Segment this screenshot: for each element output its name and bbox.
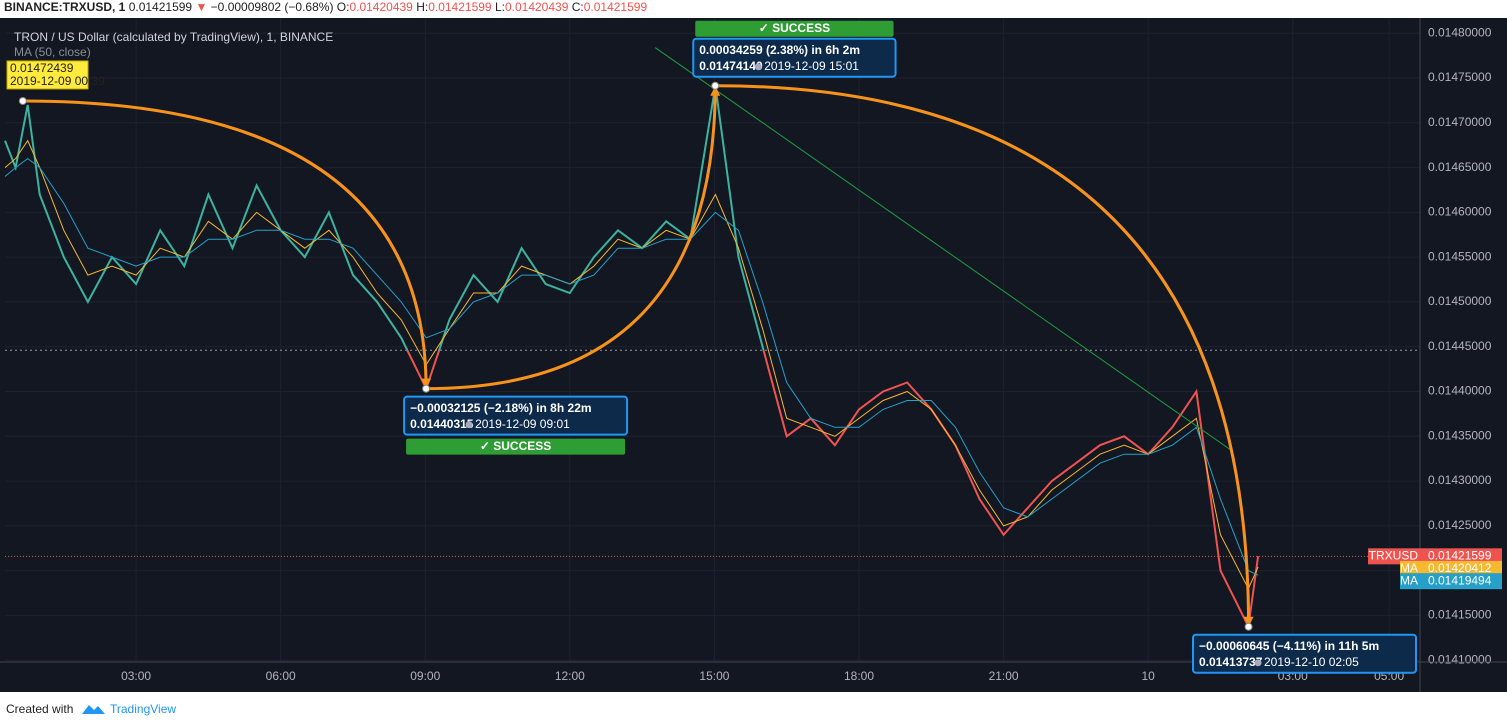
clock-icon xyxy=(754,63,762,71)
anchor-point xyxy=(711,81,720,90)
arrow-head xyxy=(421,378,432,389)
x-tick-label: 15:00 xyxy=(699,669,729,683)
price-tag xyxy=(1368,548,1502,565)
price-label-box xyxy=(6,60,89,90)
price-tag-value: 0.01421599 xyxy=(1428,548,1492,562)
status-box xyxy=(406,438,626,455)
y-tick-label: 0.01455000 xyxy=(1428,249,1492,263)
callout-change: 0.00034259 (2.38%) in 6h 2m xyxy=(699,43,860,57)
y-tick-label: 0.01445000 xyxy=(1428,339,1492,353)
projection-arc xyxy=(22,99,428,389)
y-tick-label: 0.01440000 xyxy=(1428,384,1492,398)
x-tick-label: 12:00 xyxy=(555,669,585,683)
price-label: 0.01472439 xyxy=(10,61,74,75)
arrow-head xyxy=(1243,616,1254,627)
y-tick-label: 0.01475000 xyxy=(1428,70,1492,84)
projection-arc xyxy=(426,85,717,391)
callout-price: 0.01413737 xyxy=(1199,655,1263,669)
callout-box xyxy=(403,395,629,436)
price-tag-name: MA xyxy=(1400,561,1418,575)
y-tick-label: 0.01470000 xyxy=(1428,115,1492,129)
trend-line xyxy=(654,47,1234,452)
callout-date: 2019-12-09 15:01 xyxy=(764,59,859,73)
price-line xyxy=(4,85,1260,631)
callout-date: 2019-12-10 02:05 xyxy=(1264,655,1359,669)
status-box xyxy=(695,20,894,37)
callout-date: 2019-12-09 09:01 xyxy=(475,417,570,431)
x-tick-label: 10 xyxy=(1142,669,1156,683)
ohlc-value: 0.01420439 xyxy=(349,0,413,14)
anchor-point xyxy=(422,384,431,393)
clock-icon xyxy=(465,421,473,429)
x-tick-label: 09:00 xyxy=(410,669,440,683)
callout-box xyxy=(1192,633,1417,674)
last-price: 0.01421599 xyxy=(129,0,193,14)
callout-change: −0.00032125 (−2.18%) in 8h 22m xyxy=(410,401,591,415)
callout-box xyxy=(692,37,897,78)
chart-title: TRON / US Dollar (calculated by TradingV… xyxy=(14,30,333,44)
callout-change: −0.00060645 (−4.11%) in 11h 5m xyxy=(1199,639,1379,653)
x-tick-label: 21:00 xyxy=(989,669,1019,683)
date-label: 2019-12-09 00:39 xyxy=(10,74,105,88)
indicator-label: MA (50, close) xyxy=(14,45,91,59)
x-tick-label: 03:00 xyxy=(121,669,151,683)
clock-icon xyxy=(1254,659,1262,667)
anchor-point xyxy=(1244,622,1253,631)
y-tick-label: 0.01425000 xyxy=(1428,518,1492,532)
callout-price: 0.01440315 xyxy=(410,417,474,431)
y-tick-label: 0.01410000 xyxy=(1428,652,1492,666)
price-tag-value: 0.01420412 xyxy=(1428,561,1492,575)
callout-price: 0.01474140 xyxy=(699,59,763,73)
y-tick-label: 0.01465000 xyxy=(1428,160,1492,174)
symbol: BINANCE:TRXUSD, 1 xyxy=(4,0,126,14)
arrow-head xyxy=(710,85,721,96)
chart-background xyxy=(0,18,1507,692)
status-label: ✓ SUCCESS xyxy=(759,21,830,35)
ohlc-key: H: xyxy=(416,0,428,14)
anchor-point xyxy=(18,96,27,105)
x-tick-label: 18:00 xyxy=(844,669,874,683)
projection-arc xyxy=(715,84,1251,627)
y-tick-label: 0.01450000 xyxy=(1428,294,1492,308)
status-label: ✓ SUCCESS xyxy=(480,439,551,453)
ohlc-value: 0.01420439 xyxy=(505,0,569,14)
price-tag-value: 0.01419494 xyxy=(1428,573,1492,587)
ma-line xyxy=(4,157,1259,576)
price-tag xyxy=(1400,573,1502,590)
header: BINANCE:TRXUSD, 1 0.01421599 ▼ −0.000098… xyxy=(4,0,647,14)
y-tick-label: 0.01415000 xyxy=(1428,608,1492,622)
y-tick-label: 0.01460000 xyxy=(1428,205,1492,219)
price-tag xyxy=(1400,560,1502,577)
x-tick-label: 06:00 xyxy=(266,669,296,683)
logo xyxy=(82,705,105,714)
footer-brand: TradingView xyxy=(110,702,176,716)
ohlc-key: L: xyxy=(495,0,505,14)
ohlc-value: 0.01421599 xyxy=(428,0,492,14)
ohlc-value: 0.01421599 xyxy=(584,0,648,14)
y-tick-label: 0.01430000 xyxy=(1428,473,1492,487)
price-tag-name: TRXUSD xyxy=(1369,548,1419,562)
footer-text: Created with xyxy=(6,702,73,716)
y-tick-label: 0.01480000 xyxy=(1428,25,1492,39)
arrow: ▼ xyxy=(195,0,207,14)
change: −0.00009802 (−0.68%) xyxy=(211,0,334,14)
price-tag-name: MA xyxy=(1400,573,1418,587)
y-tick-label: 0.01435000 xyxy=(1428,428,1492,442)
ohlc-key: O: xyxy=(337,0,350,14)
ohlc-key: C: xyxy=(572,0,584,14)
